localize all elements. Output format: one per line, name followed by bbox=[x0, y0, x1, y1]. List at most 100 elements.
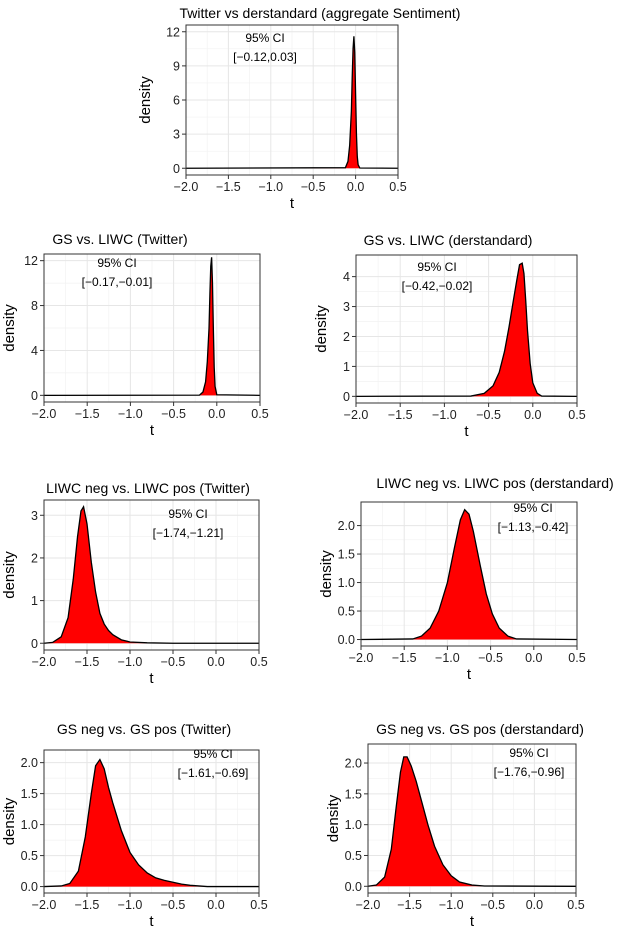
y-tick-label: 0.0 bbox=[21, 880, 38, 894]
x-tick-label: 0.0 bbox=[347, 180, 364, 194]
y-tick-label: 2 bbox=[343, 330, 350, 344]
density-area bbox=[44, 759, 259, 887]
y-axis-label: density bbox=[313, 305, 330, 353]
y-tick-label: 1.5 bbox=[21, 787, 38, 801]
x-tick-label: 0.0 bbox=[207, 655, 224, 669]
y-tick-label: 0 bbox=[173, 162, 180, 176]
y-axis-label: density bbox=[325, 794, 342, 842]
ci-interval: [−1.61,−0.69] bbox=[178, 766, 249, 780]
y-tick-label: 0 bbox=[31, 637, 38, 651]
panel-title: GS vs. LIWC (Twitter) bbox=[52, 231, 187, 247]
x-tick-label: −2.0 bbox=[174, 180, 199, 194]
y-tick-label: 12 bbox=[24, 254, 38, 268]
x-tick-label: 0.5 bbox=[250, 898, 267, 912]
panel-border bbox=[367, 743, 577, 894]
x-tick-label: −1.0 bbox=[435, 651, 460, 665]
density-panel-3: −2.0 −1.5 −1.0 −0.5 0.0 0.5 0 1 2 3 4 t density GS vs… bbox=[313, 232, 586, 440]
density-panel-6: −2.0 −1.5 −1.0 −0.5 0.0 0.5 0.0 0.5 1.0 1.5 2.0 t de… bbox=[1, 721, 268, 930]
ci-title: 95% CI bbox=[168, 507, 207, 521]
x-tick-label: −0.5 bbox=[301, 180, 326, 194]
x-tick-label: −2.0 bbox=[344, 408, 369, 422]
x-axis-label: t bbox=[149, 913, 154, 930]
ci-title: 95% CI bbox=[193, 747, 232, 761]
panel-border bbox=[43, 499, 260, 651]
density-panel-4: −2.0 −1.5 −1.0 −0.5 0.0 0.5 0 1 2 3 t density LIWC n… bbox=[1, 480, 268, 687]
density-line bbox=[185, 36, 399, 169]
y-tick-label: 0 bbox=[31, 389, 38, 403]
x-tick-label: −1.0 bbox=[118, 898, 143, 912]
y-tick-label: 1.0 bbox=[345, 818, 362, 832]
x-axis-label: t bbox=[149, 670, 154, 687]
panel-border bbox=[43, 253, 261, 403]
y-tick-label: 9 bbox=[173, 59, 180, 73]
panel-title: LIWC neg vs. LIWC pos (Twitter) bbox=[46, 480, 250, 496]
density-line bbox=[367, 756, 577, 887]
x-tick-label: 0.5 bbox=[568, 408, 585, 422]
x-tick-label: −1.5 bbox=[75, 655, 100, 669]
x-tick-label: −0.5 bbox=[480, 898, 505, 912]
x-axis-label: t bbox=[150, 422, 155, 439]
x-tick-label: 0.0 bbox=[524, 408, 541, 422]
x-tick-label: 0.5 bbox=[251, 407, 268, 421]
x-tick-label: 0.0 bbox=[525, 651, 542, 665]
x-tick-label: −0.5 bbox=[476, 408, 501, 422]
y-axis-label: density bbox=[137, 76, 154, 124]
x-tick-label: 0.0 bbox=[207, 898, 224, 912]
y-tick-label: 3 bbox=[343, 300, 350, 314]
x-tick-label: −1.0 bbox=[118, 655, 143, 669]
y-tick-label: 1 bbox=[31, 594, 38, 608]
y-tick-label: 1.5 bbox=[345, 787, 362, 801]
y-tick-label: 4 bbox=[31, 344, 38, 358]
y-tick-label: 2.0 bbox=[338, 519, 355, 533]
y-tick-label: 0.5 bbox=[338, 605, 355, 619]
y-tick-label: 1.0 bbox=[338, 576, 355, 590]
x-tick-label: −1.0 bbox=[439, 898, 464, 912]
density-area bbox=[368, 756, 576, 887]
ci-interval: [−0.42,−0.02] bbox=[402, 279, 473, 293]
y-tick-label: 12 bbox=[166, 25, 180, 39]
density-line bbox=[43, 257, 261, 396]
x-tick-label: −1.5 bbox=[392, 651, 417, 665]
ci-title: 95% CI bbox=[97, 256, 136, 270]
x-tick-label: −1.0 bbox=[258, 180, 283, 194]
x-tick-label: −2.0 bbox=[32, 407, 57, 421]
y-tick-label: 0.5 bbox=[345, 849, 362, 863]
density-panel-1: −2.0 −1.5 −1.0 −0.5 0.0 0.5 0 3 6 9 12 t density Twit… bbox=[137, 5, 460, 212]
y-tick-label: 0.5 bbox=[21, 849, 38, 863]
y-tick-label: 0.0 bbox=[345, 880, 362, 894]
panel-title: GS vs. LIWC (derstandard) bbox=[364, 232, 533, 248]
x-tick-label: −2.0 bbox=[32, 898, 57, 912]
panel-title: LIWC neg vs. LIWC pos (derstandard) bbox=[376, 475, 613, 491]
x-tick-label: −2.0 bbox=[32, 655, 57, 669]
x-tick-label: −2.0 bbox=[349, 651, 374, 665]
density-area bbox=[44, 506, 259, 644]
x-tick-label: −1.5 bbox=[75, 898, 100, 912]
y-tick-label: 6 bbox=[173, 94, 180, 108]
x-axis-label: t bbox=[464, 423, 469, 440]
ci-interval: [−1.13,−0.42] bbox=[498, 520, 569, 534]
y-tick-label: 2.0 bbox=[345, 757, 362, 771]
density-line bbox=[360, 508, 578, 641]
x-axis-label: t bbox=[467, 666, 472, 683]
x-tick-label: −1.0 bbox=[118, 407, 143, 421]
x-tick-label: −0.5 bbox=[478, 651, 503, 665]
y-axis-label: density bbox=[318, 550, 335, 598]
x-tick-label: −2.0 bbox=[356, 898, 381, 912]
panel-border bbox=[43, 749, 260, 894]
density-panel-5: −2.0 −1.5 −1.0 −0.5 0.0 0.5 0.0 0.5 1.0 1.5 2.0 t de… bbox=[318, 475, 614, 683]
x-tick-label: −1.5 bbox=[75, 407, 100, 421]
density-panel-7: −2.0 −1.5 −1.0 −0.5 0.0 0.5 0.0 0.5 1.0 1.5 2.0 t de… bbox=[325, 721, 585, 930]
ci-interval: [−0.12,0.03] bbox=[233, 50, 297, 64]
x-axis-label: t bbox=[290, 195, 295, 212]
panel-border bbox=[360, 501, 578, 647]
x-tick-label: −1.5 bbox=[388, 408, 413, 422]
x-tick-label: 0.5 bbox=[567, 898, 584, 912]
x-tick-label: 0.0 bbox=[526, 898, 543, 912]
ci-interval: [−0.17,−0.01] bbox=[82, 275, 153, 289]
y-axis-label: density bbox=[1, 797, 18, 845]
panel-title: Twitter vs derstandard (aggregate Sentim… bbox=[180, 5, 461, 21]
ci-title: 95% CI bbox=[509, 746, 548, 760]
x-tick-label: 0.5 bbox=[250, 655, 267, 669]
y-tick-label: 8 bbox=[31, 299, 38, 313]
